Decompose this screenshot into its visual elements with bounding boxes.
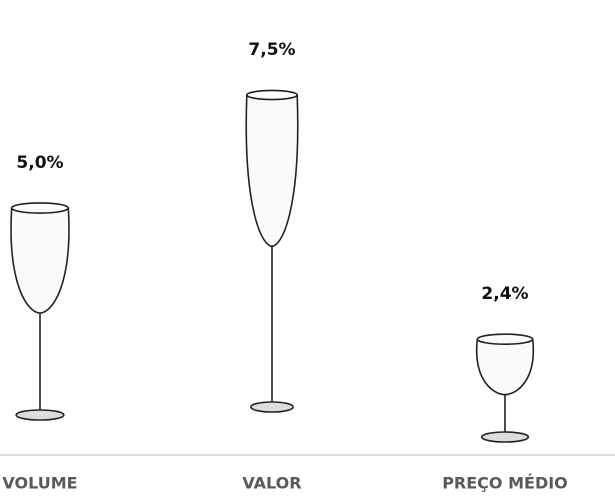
glass-bowl: [10, 207, 70, 314]
category-label: VOLUME: [2, 474, 77, 493]
category-label: PREÇO MÉDIO: [442, 474, 568, 493]
glass-bowl: [475, 339, 535, 396]
category-label: VALOR: [242, 474, 301, 493]
glass-bowl: [245, 94, 299, 248]
glass-foot: [15, 409, 65, 421]
glass-foot: [250, 401, 294, 413]
glass-foot: [480, 431, 530, 443]
glass: [10, 202, 70, 421]
glass: [245, 89, 299, 413]
value-label: 7,5%: [248, 40, 295, 60]
value-label: 2,4%: [481, 284, 528, 304]
glass: [475, 333, 535, 443]
glass-rim: [246, 89, 299, 101]
glass-rim: [10, 202, 70, 214]
value-label: 5,0%: [16, 153, 63, 173]
glass-rim: [476, 333, 534, 345]
